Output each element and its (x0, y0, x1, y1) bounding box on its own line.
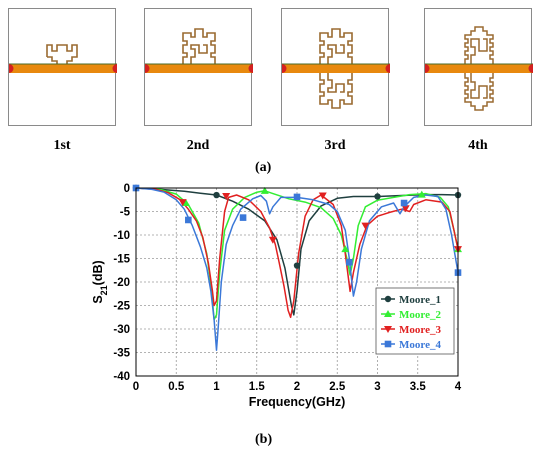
caption-b: (b) (255, 432, 272, 448)
s21-chart: 0 0.5 1 1.5 2 2.5 3 3.5 4 0 -5 -10 -15 -20 -25 -30 -35 -4… (0, 176, 550, 431)
y-axis-title: S21(dB) (91, 260, 109, 303)
legend-label: Moore_1 (399, 294, 441, 306)
y-tick-label: -5 (120, 207, 131, 219)
data-point-moore-1 (213, 192, 219, 198)
caption-a: (a) (255, 160, 271, 176)
x-tick-label: 1.5 (249, 381, 266, 393)
panel-3rd (281, 8, 389, 126)
x-tick-label: 4 (455, 381, 462, 393)
x-axis-title: Frequency(GHz) (249, 395, 346, 409)
y-tick-label: -30 (113, 324, 130, 336)
data-point-moore-4 (240, 214, 247, 221)
moore-fractal-4th-icon (425, 9, 533, 127)
x-tick-label: 0.5 (168, 381, 185, 393)
moore-fractal-3rd-icon (282, 9, 390, 127)
x-tick-label: 1 (213, 381, 220, 393)
y-axis-title-main: S (91, 295, 105, 303)
data-point-moore-1 (374, 193, 380, 199)
x-tick-label: 2 (294, 381, 300, 393)
x-tick-label: 3.5 (410, 381, 427, 393)
moore-fractal-1st-icon (9, 9, 117, 127)
structure-panels: 1st 2nd 3rd 4th (0, 0, 550, 165)
y-tick-label: -20 (113, 277, 130, 289)
panel-4th (424, 8, 532, 126)
data-point-moore-4 (401, 200, 408, 207)
data-point-moore-1 (294, 262, 300, 268)
legend-marker (385, 296, 391, 302)
panel-label-4th: 4th (448, 138, 508, 154)
data-point-moore-4 (294, 194, 301, 201)
legend-label: Moore_2 (399, 309, 441, 321)
y-tick-label: -40 (113, 371, 130, 383)
data-point-moore-3 (269, 237, 277, 244)
legend: Moore_1 Moore_2 Moore_3 Moore_4 (376, 288, 454, 354)
y-tick-label: -10 (113, 230, 130, 242)
x-tick-label: 3 (374, 381, 380, 393)
moore-fractal-2nd-icon (145, 9, 253, 127)
y-axis-title-unit: (dB) (91, 260, 105, 285)
data-point-moore-4 (185, 217, 192, 224)
x-tick-label: 0 (133, 381, 139, 393)
legend-label: Moore_3 (399, 324, 441, 336)
panel-label-1st: 1st (32, 138, 92, 154)
legend-marker (385, 341, 392, 348)
panel-label-2nd: 2nd (168, 138, 228, 154)
y-tick-label: -25 (113, 301, 130, 313)
y-axis-title-sub: 21 (99, 285, 109, 295)
panel-1st (8, 8, 116, 126)
x-tick-label: 2.5 (329, 381, 346, 393)
panel-label-3rd: 3rd (305, 138, 365, 154)
panel-2nd (144, 8, 252, 126)
data-point-moore-3 (222, 193, 230, 200)
legend-label: Moore_4 (399, 339, 441, 351)
y-tick-label: -15 (113, 254, 130, 266)
y-tick-label: 0 (124, 183, 130, 195)
data-point-moore-4 (346, 259, 353, 266)
y-tick-label: -35 (113, 348, 130, 360)
